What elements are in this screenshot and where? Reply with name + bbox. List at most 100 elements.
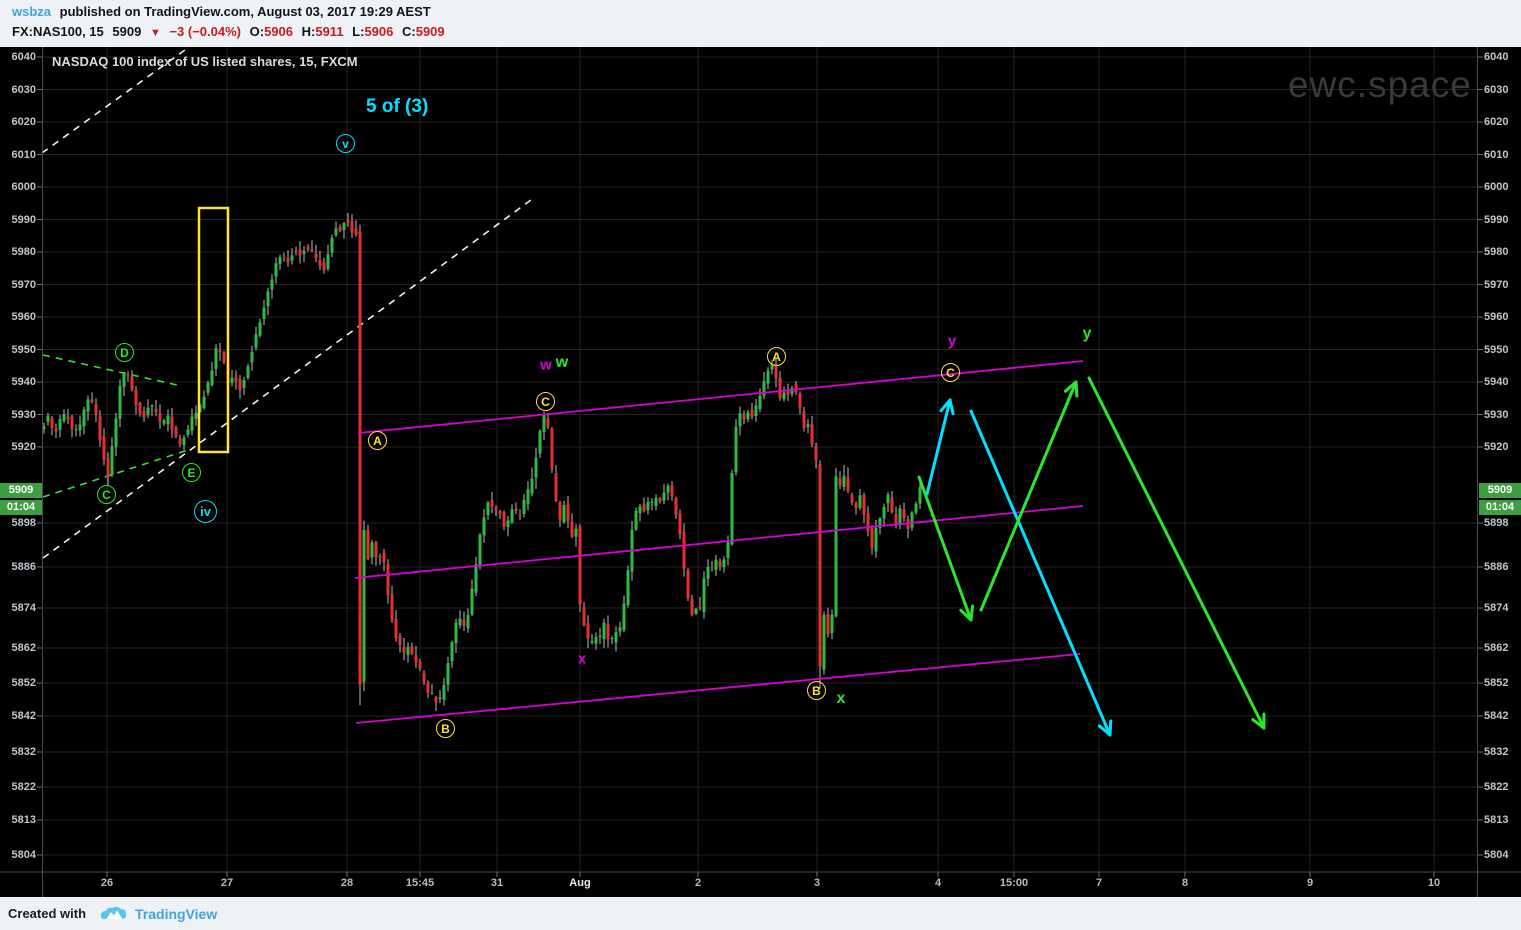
price-axis-label: 5886 bbox=[11, 561, 36, 573]
chart-title: NASDAQ 100 index of US listed shares, 15… bbox=[52, 54, 358, 69]
price-axis-label: 5920 bbox=[1484, 441, 1509, 453]
wave-circle-label[interactable]: B bbox=[436, 719, 455, 738]
high-value: 5911 bbox=[315, 24, 344, 39]
price-axis-label: 5852 bbox=[1484, 677, 1509, 689]
change-text: −3 (−0.04%) bbox=[169, 24, 241, 39]
wave-circle-label[interactable]: A bbox=[368, 431, 387, 450]
ohlc-close: C:5909 bbox=[402, 24, 445, 39]
price-axis-label: 5822 bbox=[11, 781, 36, 793]
down-triangle-icon: ▼ bbox=[149, 27, 161, 39]
wave-circle-label[interactable]: v bbox=[336, 134, 355, 153]
price-axis-label: 6020 bbox=[11, 116, 36, 128]
wave-letter-label[interactable]: x bbox=[577, 650, 587, 668]
price-axis-label: 5990 bbox=[11, 213, 36, 226]
wave-circle-label[interactable]: C bbox=[97, 485, 116, 504]
price-axis-label: 5950 bbox=[1484, 343, 1509, 356]
last-price-tag-left: 5909 bbox=[0, 483, 42, 498]
axis-frame-layer bbox=[0, 47, 1521, 897]
header: wsbza published on TradingView.com, Augu… bbox=[0, 0, 1521, 47]
candles-layer bbox=[42, 213, 922, 711]
wave-letter-label[interactable]: w bbox=[555, 354, 569, 371]
time-axis-label: 10 bbox=[1427, 877, 1441, 889]
price-axis-label: 5822 bbox=[1484, 781, 1509, 793]
wave-circle-label[interactable]: D bbox=[115, 343, 134, 362]
price-axis-label: 6040 bbox=[1484, 51, 1509, 63]
wave-circle-label[interactable]: iv bbox=[194, 500, 217, 523]
price-axis-label: 6040 bbox=[11, 51, 36, 63]
price-axis-label: 5920 bbox=[11, 441, 36, 453]
time-axis-label: 3 bbox=[813, 877, 821, 889]
time-axis-label: 9 bbox=[1306, 877, 1314, 889]
footer: Created with TradingView bbox=[0, 897, 1521, 930]
time-axis-label: 4 bbox=[934, 877, 942, 889]
wave-circle-label[interactable]: A bbox=[767, 347, 786, 366]
price-axis-label: 6030 bbox=[1484, 83, 1509, 96]
ohlc-open: O:5906 bbox=[250, 24, 293, 39]
publish-line: wsbza published on TradingView.com, Augu… bbox=[12, 4, 431, 19]
price-axis-label: 5898 bbox=[1484, 517, 1509, 529]
price-axis-label: 5950 bbox=[11, 343, 36, 356]
tradingview-brand-link[interactable]: TradingView bbox=[135, 905, 218, 922]
price-axis-label: 5852 bbox=[11, 677, 36, 689]
price-axis-label: 6000 bbox=[11, 181, 36, 193]
high-label: H: bbox=[301, 24, 316, 39]
published-text: published on TradingView.com, August 03,… bbox=[59, 4, 431, 19]
close-label: C: bbox=[402, 24, 416, 39]
wave-circle-label[interactable]: B bbox=[807, 681, 826, 700]
low-value: 5906 bbox=[364, 24, 394, 39]
countdown-tag-right: 01:04 bbox=[1479, 500, 1521, 515]
price-axis-label: 6000 bbox=[1484, 181, 1509, 193]
wave-letter-label[interactable]: x bbox=[836, 690, 846, 707]
chart-canvas[interactable] bbox=[0, 47, 1521, 897]
price-axis-label: 5980 bbox=[11, 246, 36, 258]
countdown-tag-left: 01:04 bbox=[0, 500, 42, 515]
wave-letter-label[interactable]: y bbox=[1082, 325, 1092, 342]
time-axis-label: 28 bbox=[340, 877, 354, 889]
ohlc-high: H:5911 bbox=[302, 24, 344, 39]
price-axis-label: 5862 bbox=[1484, 642, 1509, 654]
price-axis-label: 6010 bbox=[11, 148, 36, 161]
wave-letter-label[interactable]: w bbox=[540, 356, 552, 374]
time-axis-label: 15:45 bbox=[405, 877, 435, 889]
open-value: 5906 bbox=[264, 24, 293, 39]
price-axis-label: 5842 bbox=[1484, 710, 1509, 722]
price-axis-label: 5940 bbox=[11, 376, 36, 388]
time-axis-label: 2 bbox=[694, 877, 702, 889]
time-axis-label: 26 bbox=[100, 877, 114, 889]
time-axis-label: 31 bbox=[490, 877, 504, 889]
wave-degree-label[interactable]: 5 of (3) bbox=[366, 96, 429, 117]
channel-lines-layer bbox=[354, 360, 1084, 724]
wave-circle-label[interactable]: E bbox=[182, 463, 201, 482]
price-axis-label: 5804 bbox=[11, 849, 36, 861]
ohlc-low: L:5906 bbox=[352, 24, 393, 39]
wave-circle-label[interactable]: C bbox=[536, 392, 555, 411]
price-axis-label: 5940 bbox=[1484, 376, 1509, 388]
price-axis-label: 5960 bbox=[1484, 311, 1509, 323]
grid-layer bbox=[43, 47, 1477, 872]
time-axis-label: 15:00 bbox=[999, 877, 1029, 889]
watermark: ewc.space bbox=[1288, 64, 1472, 105]
time-axis-label: Aug bbox=[569, 877, 591, 889]
price-axis-label: 5874 bbox=[1484, 602, 1509, 614]
last-price-tag-right: 5909 bbox=[1479, 483, 1521, 498]
wave-letter-label[interactable]: y bbox=[947, 332, 957, 350]
time-axis-label: 7 bbox=[1095, 877, 1103, 889]
price-axis-label: 5804 bbox=[1484, 849, 1509, 861]
symbol-label: FX:NAS100, 15 bbox=[12, 24, 104, 39]
created-with-text: Created with bbox=[8, 906, 87, 921]
price-axis-label: 5960 bbox=[11, 311, 36, 323]
time-axis-label: 27 bbox=[220, 877, 234, 889]
price-axis-label: 6010 bbox=[1484, 148, 1509, 161]
price-axis-label: 5970 bbox=[1484, 278, 1509, 291]
dashed-trendlines-layer bbox=[41, 47, 536, 559]
wave-circle-label[interactable]: C bbox=[941, 363, 960, 382]
tradingview-logo-icon[interactable] bbox=[100, 905, 127, 922]
price-axis-label: 5970 bbox=[11, 278, 36, 291]
price-axis-label: 5930 bbox=[1484, 408, 1509, 421]
price-axis-label: 6020 bbox=[1484, 116, 1509, 128]
price-axis-label: 5990 bbox=[1484, 213, 1509, 226]
author-link[interactable]: wsbza bbox=[12, 4, 52, 19]
price-axis-label: 6030 bbox=[11, 83, 36, 96]
price-axis-label: 5842 bbox=[11, 710, 36, 722]
